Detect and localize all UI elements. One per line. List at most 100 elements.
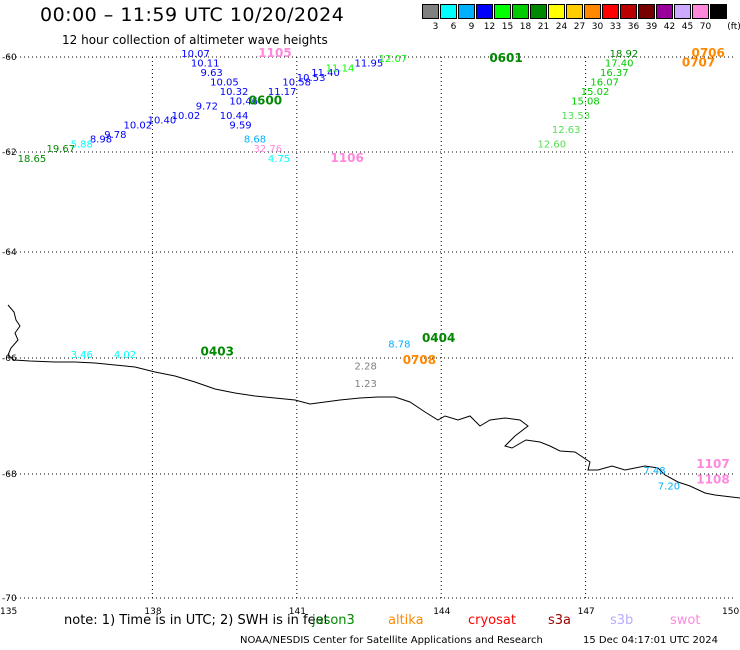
legend-swatch (566, 4, 583, 19)
pass-time-label: 0708 (403, 353, 436, 367)
legend-label: 33 (609, 22, 622, 32)
lon-tick-label: 138 (144, 607, 161, 617)
legend-swatch (476, 4, 493, 19)
wave-height-value: 9.63 (201, 68, 223, 79)
pass-time-label: 1105 (258, 46, 291, 60)
wave-height-value: 10.58 (282, 78, 311, 89)
wave-height-value: 10.07 (181, 49, 210, 60)
pass-time-label: 1106 (330, 151, 363, 165)
legend-swatch (656, 4, 673, 19)
wave-height-value: 8.68 (244, 135, 266, 146)
wave-height-value: 2.28 (355, 362, 377, 373)
legend-unit: (ft) (727, 22, 740, 32)
wave-height-value: 1.23 (355, 379, 377, 390)
pass-time-label: 0706 (691, 46, 724, 60)
lat-tick-label: -68 (2, 470, 17, 480)
wave-height-value: 5.88 (71, 139, 93, 150)
legend-label: 45 (681, 22, 694, 32)
wave-height-value: 3.46 (71, 350, 93, 361)
legend-label: 6 (450, 22, 457, 32)
legend-swatch (512, 4, 529, 19)
satellite-cryosat: cryosat (468, 613, 516, 628)
legend-swatch (638, 4, 655, 19)
legend-label: 18 (519, 22, 532, 32)
wave-height-value: 12.63 (552, 125, 581, 136)
wave-height-value: 12.07 (379, 54, 408, 65)
wave-height-value: 10.05 (210, 78, 239, 89)
wave-height-value: 11.40 (311, 68, 340, 79)
wave-height-value: 9.59 (229, 120, 251, 131)
legend-label: 3 (432, 22, 439, 32)
wave-height-value: 18.92 (610, 49, 639, 60)
wave-height-value: 19.67 (47, 144, 76, 155)
chart-subtitle: 12 hour collection of altimeter wave hei… (62, 33, 328, 47)
wave-height-value: 15.02 (581, 87, 610, 98)
legend-swatch (692, 4, 709, 19)
wave-height-value: 11.14 (326, 63, 355, 74)
chart-title: 00:00 – 11:59 UTC 10/20/2024 (40, 4, 345, 26)
satellite-altika: altika (388, 613, 424, 628)
wave-height-value: 7.48 (643, 466, 665, 477)
wave-height-value: 12.60 (537, 139, 566, 150)
wave-height-value: 9.72 (196, 101, 218, 112)
legend-swatch (494, 4, 511, 19)
wave-height-value: 11.17 (268, 87, 297, 98)
wave-height-value: 8.78 (388, 339, 410, 350)
legend-swatch (710, 4, 727, 19)
lat-tick-label: -64 (2, 248, 17, 258)
legend-swatch (602, 4, 619, 19)
pass-time-label: 0600 (249, 94, 282, 108)
antarctic-coastline (7, 304, 740, 499)
generated-timestamp: 15 Dec 04:17:01 UTC 2024 (583, 635, 718, 646)
wave-height-value: 10.40 (148, 116, 177, 127)
legend-swatch (440, 4, 457, 19)
wave-height-value: 11.95 (355, 59, 384, 70)
wave-height-value: 8.98 (90, 135, 112, 146)
legend-label: 36 (627, 22, 640, 32)
legend-swatch (458, 4, 475, 19)
lat-tick-label: -62 (2, 148, 17, 158)
wave-height-value: 16.07 (590, 78, 619, 89)
legend-label: 27 (573, 22, 586, 32)
satellite-s3a: s3a (548, 613, 572, 628)
legend-label: 9 (468, 22, 475, 32)
lat-lon-grid: -60 -62 -64 -66 -68 -70 135 138 141 144 147 150 (0, 53, 739, 617)
wave-height-value: 10.32 (220, 87, 249, 98)
wave-height-value: 10.46 (229, 97, 258, 108)
wave-height-value: 16.37 (600, 68, 629, 79)
legend-swatch (548, 4, 565, 19)
legend-label: 30 (591, 22, 604, 32)
pass-time-label: 1108 (696, 472, 729, 486)
legend-swatch (422, 4, 439, 19)
legend-label: 24 (555, 22, 568, 32)
lat-tick-label: -70 (2, 594, 17, 604)
satellite-swot: swot (670, 613, 701, 628)
lon-tick-label: 147 (578, 607, 595, 617)
legend-label: 21 (537, 22, 550, 32)
pass-time-label: 0707 (682, 56, 715, 70)
wave-height-value: 7.20 (658, 482, 680, 493)
footnote: note: 1) Time is in UTC; 2) SWH is in fe… (64, 613, 329, 628)
legend-label: 42 (663, 22, 676, 32)
wave-height-value: 10.02 (172, 111, 201, 122)
lon-tick-label: 144 (433, 607, 450, 617)
legend-label: 12 (483, 22, 496, 32)
wave-height-value: 32.76 (253, 144, 282, 155)
pass-time-label: 1107 (696, 457, 729, 471)
wave-height-value: 10.11 (191, 59, 220, 70)
wave-height-value: 9.78 (104, 130, 126, 141)
wave-height-value: 10.53 (297, 73, 326, 84)
lon-tick-label: 150 (722, 607, 739, 617)
wave-height-value: 4.75 (268, 154, 290, 165)
legend-label: 39 (645, 22, 658, 32)
legend-swatch (530, 4, 547, 19)
satellite-s3b: s3b (610, 613, 634, 628)
legend-label: 15 (501, 22, 514, 32)
pass-time-label: 0601 (489, 51, 522, 65)
lat-tick-label: -66 (2, 354, 17, 364)
wave-height-value: 4.02 (114, 350, 136, 361)
legend-swatch (584, 4, 601, 19)
wave-height-value: 13.53 (562, 111, 591, 122)
